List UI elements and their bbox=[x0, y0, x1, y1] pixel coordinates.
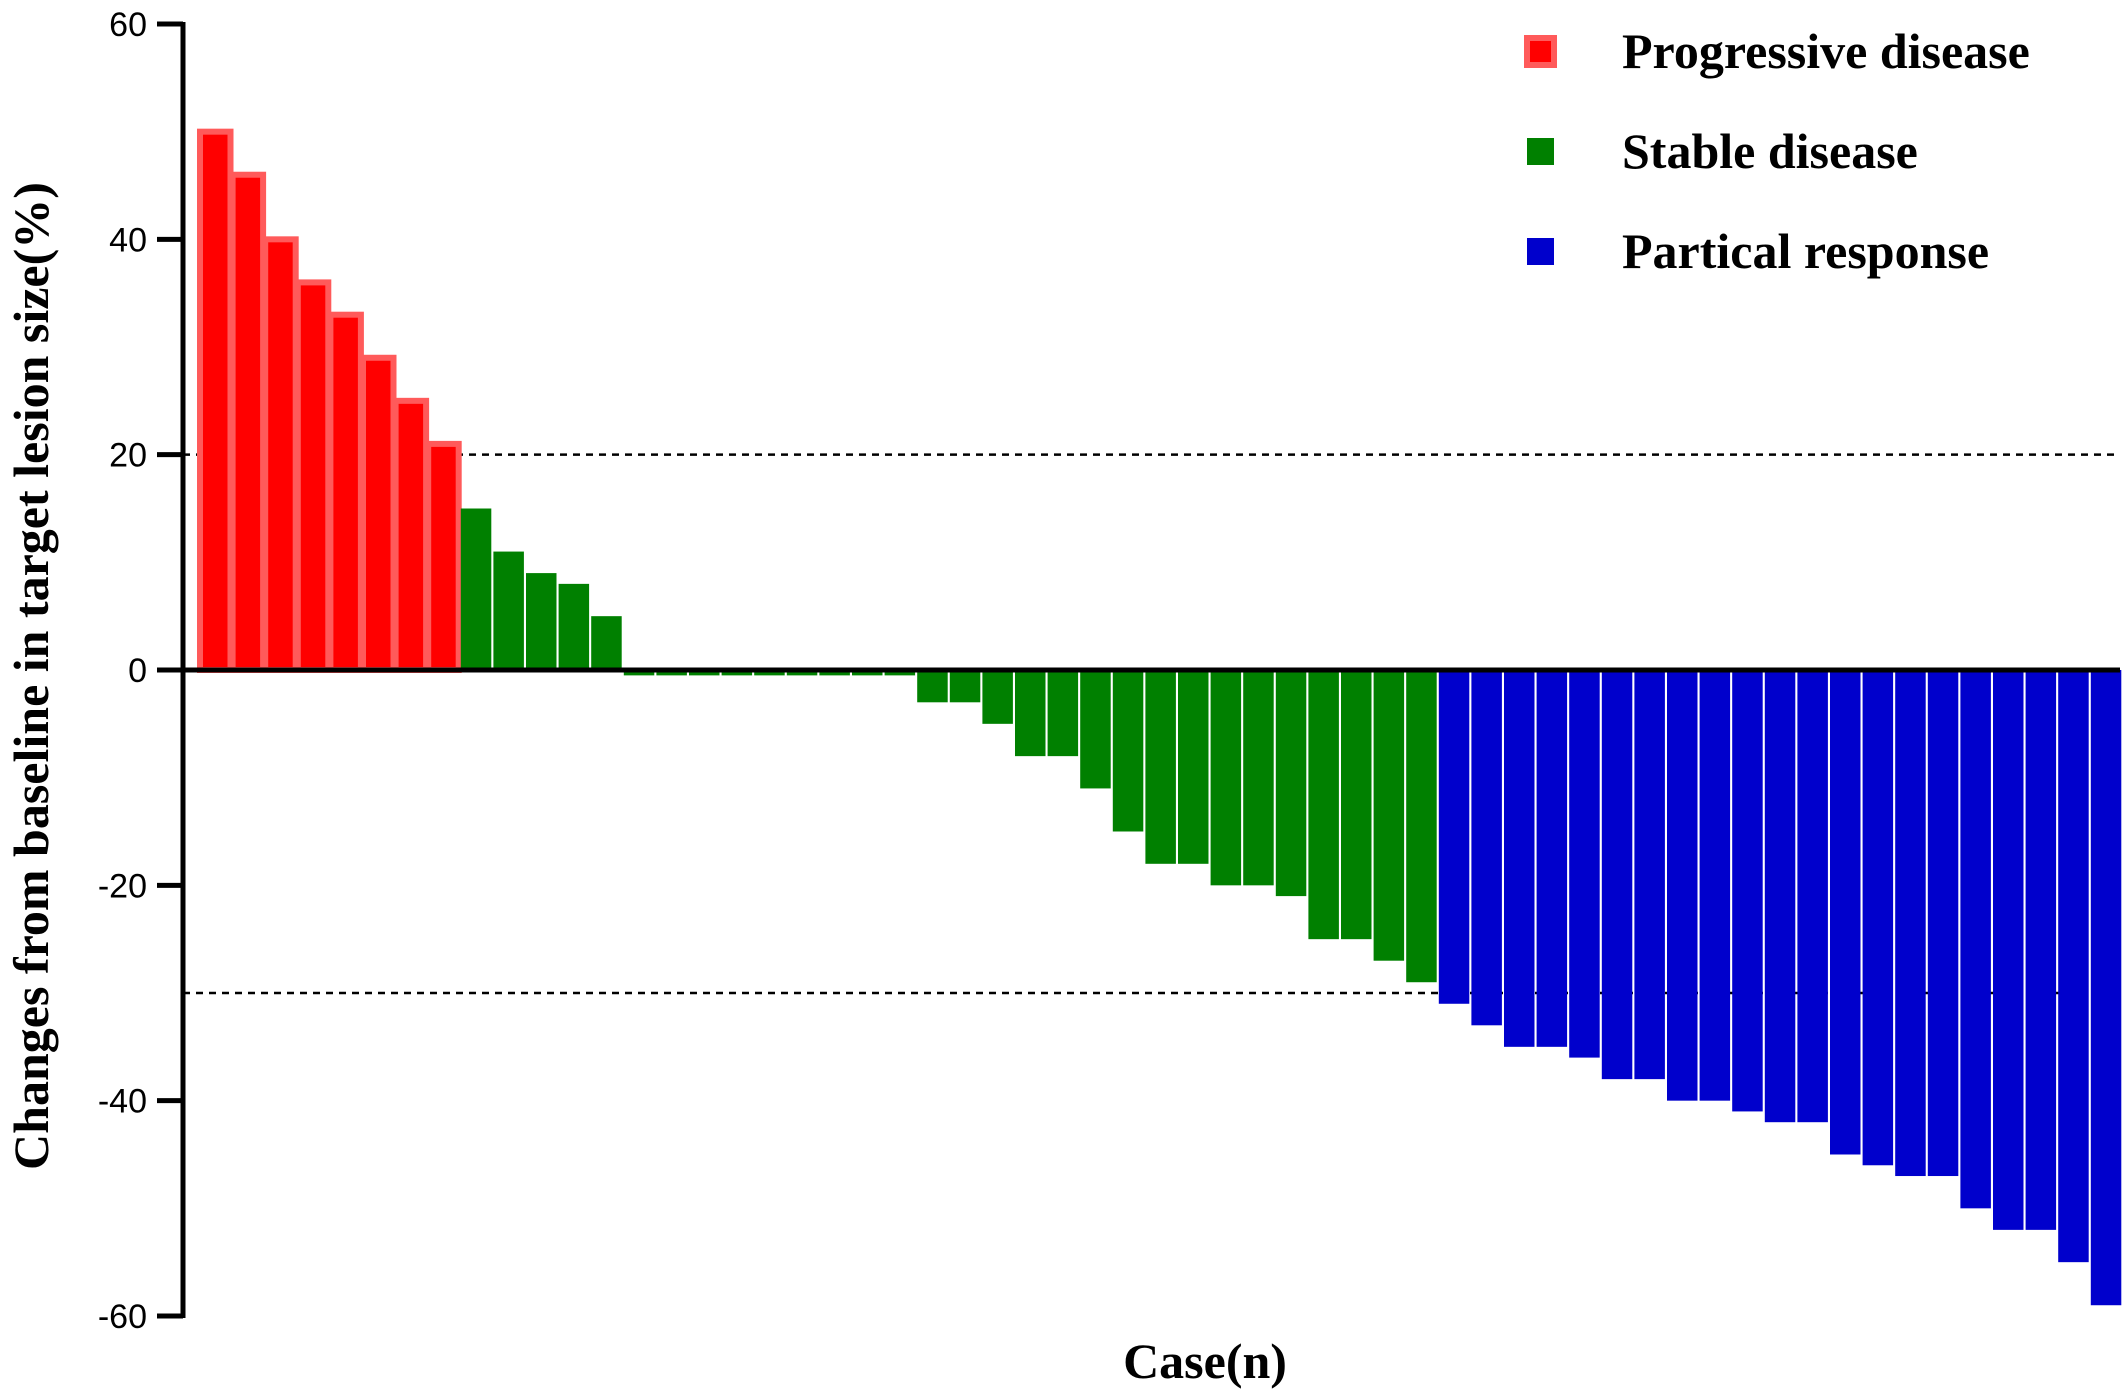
bar-stable-disease bbox=[1406, 670, 1437, 983]
bar-partical-response bbox=[1667, 670, 1698, 1101]
bar-stable-disease bbox=[493, 551, 524, 670]
bar-stable-disease bbox=[558, 583, 590, 670]
bar-stable-disease bbox=[852, 670, 883, 676]
bar-stable-disease bbox=[1080, 670, 1111, 789]
bar-partical-response bbox=[2025, 670, 2057, 1230]
bar-stable-disease bbox=[754, 670, 785, 676]
x-axis-title: Case(n) bbox=[1123, 1333, 1287, 1389]
bar-stable-disease bbox=[819, 670, 850, 676]
bar-stable-disease bbox=[1210, 670, 1242, 886]
bar-stable-disease bbox=[1015, 670, 1046, 757]
bar-stable-disease bbox=[689, 670, 720, 676]
y-tick-label: -40 bbox=[98, 1083, 147, 1121]
bar-partical-response bbox=[1471, 670, 1502, 1026]
reference-lines bbox=[183, 453, 2120, 995]
bar-stable-disease bbox=[982, 670, 1013, 724]
y-tick-label: 0 bbox=[128, 652, 147, 690]
bar-stable-disease bbox=[526, 573, 557, 670]
bar-stable-disease bbox=[591, 616, 622, 670]
bar-progressive-disease bbox=[197, 128, 234, 673]
bar-partical-response bbox=[2090, 670, 2122, 1306]
y-tick-label: -20 bbox=[98, 867, 147, 905]
legend-swatch-partical-response bbox=[1527, 238, 1554, 265]
legend-swatch-stable-disease bbox=[1527, 138, 1554, 165]
bar-progressive-disease bbox=[327, 311, 364, 673]
bar-partical-response bbox=[1438, 670, 1470, 1004]
bar-stable-disease bbox=[1145, 670, 1176, 864]
y-tick-label: -60 bbox=[98, 1298, 147, 1336]
bar-stable-disease bbox=[1178, 670, 1209, 864]
legend-label-progressive-disease: Progressive disease bbox=[1622, 23, 2030, 79]
bar-partical-response bbox=[1927, 670, 1959, 1177]
bar-stable-disease bbox=[1047, 670, 1079, 757]
bar-stable-disease bbox=[721, 670, 753, 676]
y-tick-label: 40 bbox=[109, 221, 147, 259]
bar-partical-response bbox=[1732, 670, 1763, 1112]
bar-partical-response bbox=[1895, 670, 1926, 1177]
bar-stable-disease bbox=[460, 508, 492, 670]
bar-partical-response bbox=[1699, 670, 1731, 1101]
bar-partical-response bbox=[1830, 670, 1861, 1155]
bar-partical-response bbox=[2058, 670, 2089, 1263]
bar-partical-response bbox=[1634, 670, 1665, 1080]
bar-stable-disease bbox=[917, 670, 948, 703]
bar-stable-disease bbox=[656, 670, 687, 676]
bar-stable-disease bbox=[623, 670, 655, 676]
bar-progressive-disease bbox=[360, 354, 397, 673]
bar-progressive-disease bbox=[392, 397, 430, 673]
bar-partical-response bbox=[1536, 670, 1568, 1047]
bar-stable-disease bbox=[786, 670, 818, 676]
bar-progressive-disease bbox=[262, 236, 299, 673]
bar-stable-disease bbox=[884, 670, 916, 676]
y-axis-title: Changes from baseline in target lesion s… bbox=[3, 182, 59, 1170]
bar-partical-response bbox=[1993, 670, 2024, 1230]
bars bbox=[197, 128, 2122, 1306]
bar-progressive-disease bbox=[229, 171, 267, 673]
legend-label-partical-response: Partical response bbox=[1622, 223, 1989, 279]
legend: Progressive disease Stable disease Partica… bbox=[1524, 23, 2030, 279]
bar-stable-disease bbox=[1112, 670, 1144, 832]
bar-partical-response bbox=[1504, 670, 1535, 1047]
legend-label-stable-disease: Stable disease bbox=[1622, 123, 1918, 179]
legend-swatch-progressive-disease bbox=[1524, 35, 1557, 68]
bar-stable-disease bbox=[1373, 670, 1405, 961]
bar-partical-response bbox=[1601, 670, 1633, 1080]
bar-progressive-disease bbox=[425, 440, 462, 673]
bar-partical-response bbox=[1862, 670, 1894, 1166]
bar-stable-disease bbox=[949, 670, 981, 703]
bar-stable-disease bbox=[1341, 670, 1372, 940]
bar-partical-response bbox=[1797, 670, 1828, 1123]
y-tick-label: 20 bbox=[109, 437, 147, 475]
bar-partical-response bbox=[1764, 670, 1796, 1123]
bar-stable-disease bbox=[1308, 670, 1339, 940]
bar-partical-response bbox=[1569, 670, 1600, 1058]
bar-stable-disease bbox=[1275, 670, 1307, 897]
bar-partical-response bbox=[1960, 670, 1991, 1209]
bar-progressive-disease bbox=[294, 279, 332, 673]
bar-stable-disease bbox=[1243, 670, 1274, 886]
axes: 60 40 20 0 -20 -40 -60 bbox=[98, 6, 2120, 1336]
y-tick-label: 60 bbox=[109, 6, 147, 44]
